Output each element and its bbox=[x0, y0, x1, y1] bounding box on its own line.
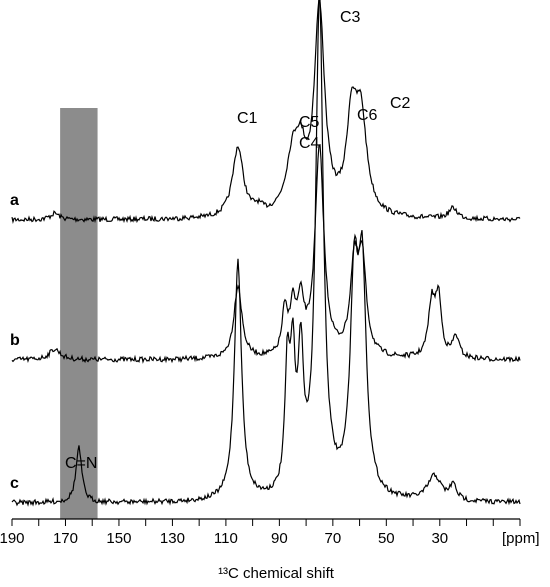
x-tick-label: 70 bbox=[324, 530, 341, 547]
highlight-band bbox=[60, 108, 98, 519]
peak-annotations: C1 C5 C4 C3 C6 C2 C=N bbox=[65, 9, 411, 472]
x-tick-label: 170 bbox=[53, 530, 78, 547]
peak-label-c4: C4 bbox=[299, 135, 320, 152]
x-tick-label: 190 bbox=[0, 530, 25, 547]
x-tick-label: 130 bbox=[160, 530, 185, 547]
spectra-traces: a b c bbox=[10, 0, 521, 507]
peak-label-c-n: C=N bbox=[65, 455, 97, 472]
trace-label-c: c bbox=[10, 475, 19, 492]
trace-label-b: b bbox=[10, 332, 20, 349]
trace-c bbox=[11, 0, 521, 507]
trace-label-a: a bbox=[10, 192, 19, 209]
peak-label-c5: C5 bbox=[299, 114, 320, 131]
x-tick-label: 30 bbox=[431, 530, 448, 547]
x-tick-label: 150 bbox=[106, 530, 131, 547]
x-axis-title: ¹³C chemical shift bbox=[218, 565, 335, 582]
x-tick-label: 90 bbox=[271, 530, 288, 547]
x-tick-label: 110 bbox=[214, 530, 238, 547]
x-tick-label: 50 bbox=[378, 530, 395, 547]
x-axis-unit: [ppm] bbox=[502, 530, 540, 547]
peak-label-c6: C6 bbox=[357, 107, 378, 124]
x-axis: 190 170 150 130 110 90 70 50 30 bbox=[0, 518, 521, 547]
peak-label-c3: C3 bbox=[340, 9, 361, 26]
peak-label-c1: C1 bbox=[237, 110, 258, 127]
trace-a bbox=[11, 0, 521, 225]
peak-label-c2: C2 bbox=[390, 95, 411, 112]
trace-b bbox=[11, 144, 521, 364]
